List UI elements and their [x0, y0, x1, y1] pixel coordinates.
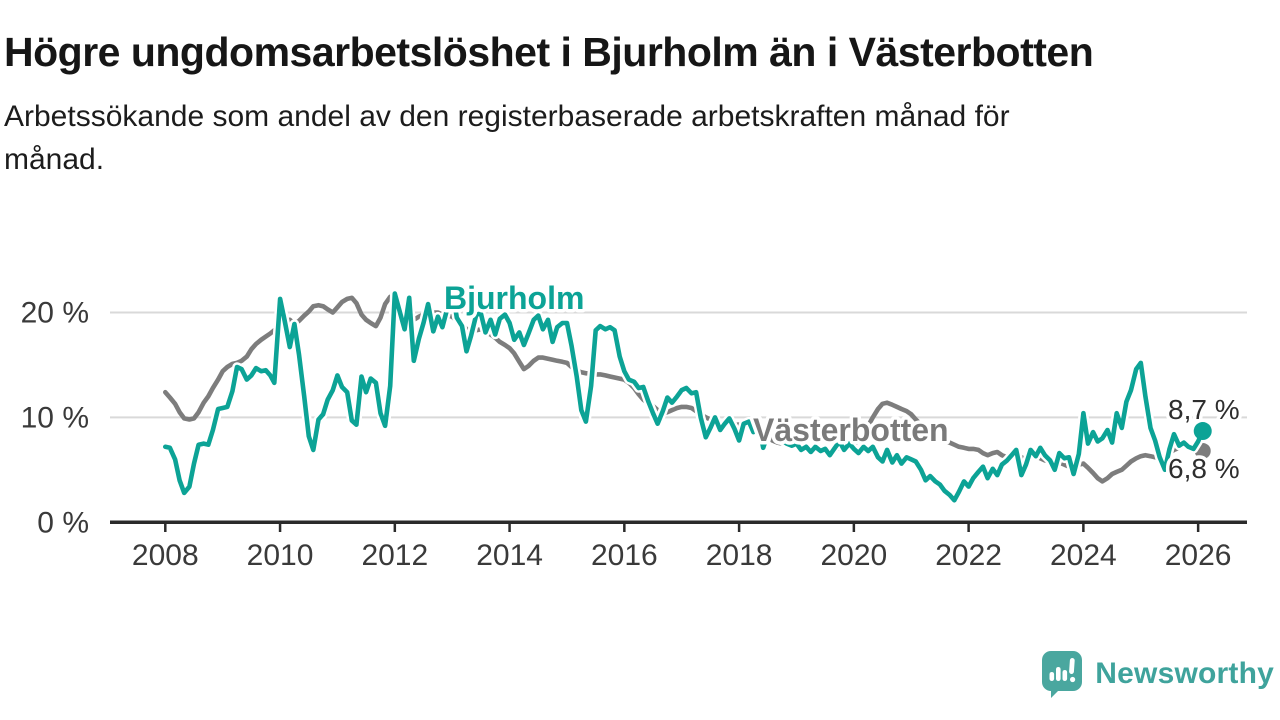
newsworthy-logo-icon — [1042, 651, 1083, 698]
vasterbotten-end-value-label-halo: 6,8 % — [1168, 453, 1240, 484]
bjurholm-line — [163, 286, 1205, 503]
x-tick-label-2010: 2010 — [247, 539, 314, 572]
y-tick-label-20: 20 % — [21, 297, 89, 330]
x-tick-label-2020: 2020 — [820, 539, 887, 572]
bjurholm-end-value-label: 8,7 % — [1168, 394, 1240, 425]
bjurholm-series-label-halo: Bjurholm — [444, 280, 584, 316]
vasterbotten-series-label: Västerbotten — [753, 412, 949, 448]
bjurholm-end-value-label-halo: 8,7 % — [1168, 394, 1240, 425]
x-tick-label-2018: 2018 — [706, 539, 773, 572]
x-tick-label-2014: 2014 — [476, 539, 543, 572]
x-tick-label-2012: 2012 — [361, 539, 428, 572]
bjurholm-end-dot — [1193, 422, 1212, 441]
y-tick-label-0: 0 % — [37, 506, 89, 539]
bjurholm-series-label: Bjurholm — [444, 280, 584, 316]
chart-subtitle: Arbetssökande som andel av den registerb… — [4, 95, 1264, 181]
vasterbotten-series-label-halo: Västerbotten — [753, 412, 949, 448]
vasterbotten-end-value-label: 6,8 % — [1168, 453, 1240, 484]
subtitle-line-1: Arbetssökande som andel av den registerb… — [4, 100, 1010, 134]
chart-header: Högre ungdomsarbetslöshet i Bjurholm än … — [4, 0, 1264, 181]
x-tick-label-2022: 2022 — [935, 539, 1002, 572]
bjurholm-line-halo — [160, 283, 1208, 506]
subtitle-line-2: månad. — [4, 143, 105, 177]
x-tick-label-2008: 2008 — [132, 539, 199, 572]
x-tick-label-2016: 2016 — [591, 539, 658, 572]
x-tick-label-2024: 2024 — [1050, 539, 1117, 572]
newsworthy-branding: Newsworthy — [1041, 650, 1274, 698]
y-tick-label-10: 10 % — [21, 401, 89, 434]
page-title: Högre ungdomsarbetslöshet i Bjurholm än … — [4, 29, 1094, 75]
x-tick-label-2026: 2026 — [1165, 539, 1232, 572]
newsworthy-wordmark: Newsworthy — [1095, 657, 1274, 690]
